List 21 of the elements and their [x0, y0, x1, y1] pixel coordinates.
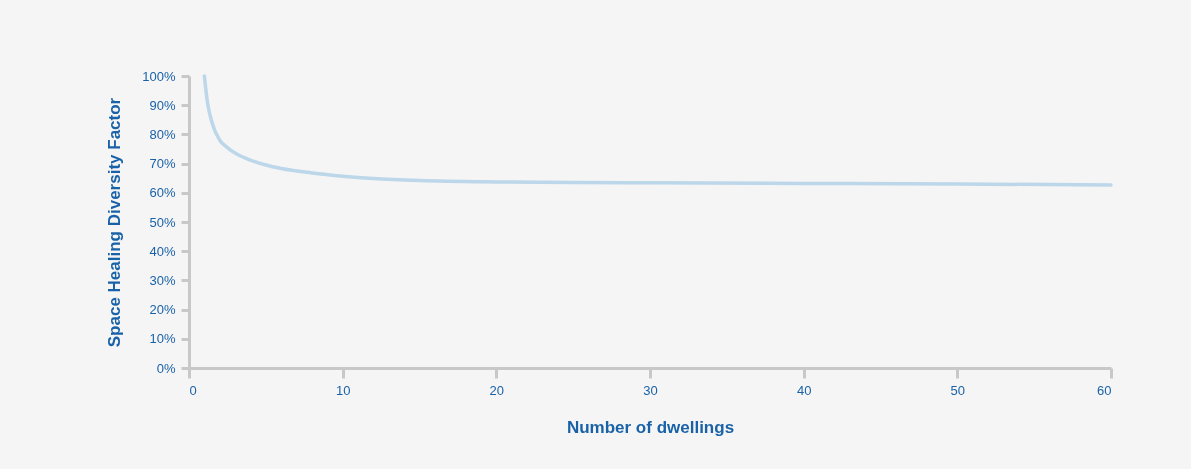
y-tick-label: 50%: [149, 214, 176, 230]
x-tick-label: 40: [796, 382, 812, 398]
y-tick-label: 40%: [149, 243, 176, 259]
x-tick-label: 20: [489, 382, 505, 398]
y-tick-label: 30%: [149, 272, 176, 288]
y-tick-label: 80%: [149, 126, 176, 142]
x-tick-label: 0: [189, 382, 197, 398]
line-series: [202, 74, 1113, 187]
y-tick-label: 20%: [149, 302, 176, 318]
x-tick-label: 50: [950, 382, 966, 398]
x-axis-title: Number of dwellings: [566, 417, 735, 437]
x-tick-label: 30: [643, 382, 658, 398]
y-tick-label: 90%: [149, 97, 176, 113]
y-tick-label: 70%: [149, 156, 176, 172]
y-tick-label: 100%: [142, 68, 176, 84]
y-axis-title: Space Healing Diversity Factor: [105, 97, 125, 348]
y-tick-label: 0%: [156, 360, 176, 376]
y-tick-label: 10%: [149, 331, 176, 347]
y-tick-label: 60%: [149, 185, 176, 201]
x-tick-label: 10: [335, 382, 351, 398]
x-tick-label: 60: [1097, 382, 1112, 398]
